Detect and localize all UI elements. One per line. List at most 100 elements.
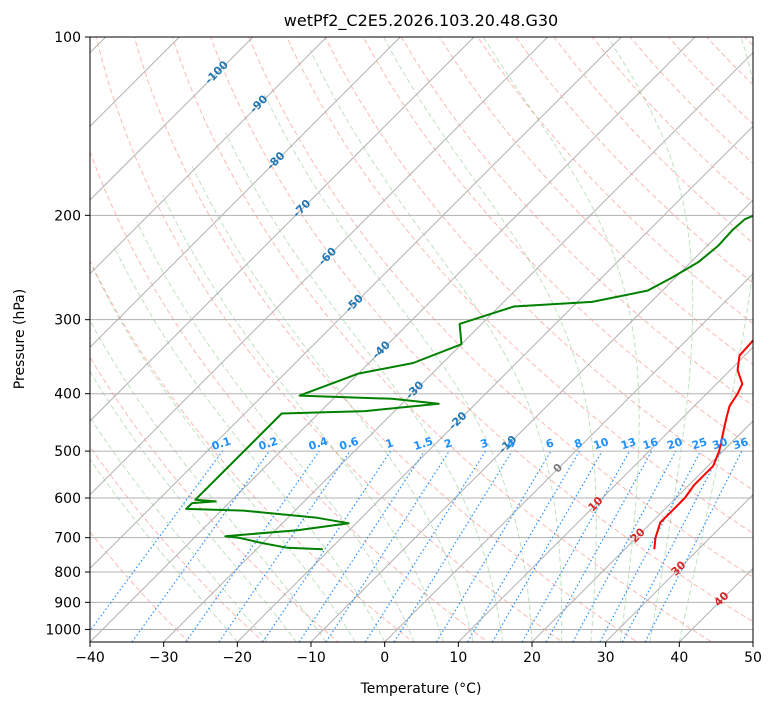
y-tick-label: 1000 (45, 622, 81, 638)
x-axis-label: Temperature (°C) (360, 681, 482, 697)
isotherm-line (384, 272, 753, 642)
y-axis-label: Pressure (hPa) (12, 289, 28, 389)
moist-adiabat (482, 37, 640, 642)
mixing-ratio-label: 4 (505, 436, 517, 451)
dry-adiabat (171, 37, 713, 642)
plot-frame (89, 36, 754, 643)
isotherm-label: -40 (370, 338, 393, 361)
mixing-ratio-label: 36 (731, 435, 750, 452)
dry-adiabat (248, 37, 753, 578)
dry-adiabat (90, 531, 190, 642)
dry-adiabat (286, 37, 753, 534)
dry-adiabat (362, 37, 753, 449)
isotherm-line (605, 493, 753, 642)
mixing-ratio-line (435, 450, 552, 642)
mixing-ratio-label: 20 (665, 435, 684, 452)
mixing-ratio-line (521, 450, 631, 642)
y-tick-label: 100 (54, 30, 81, 46)
isotherm-line (531, 420, 753, 642)
isotherm-line (90, 37, 254, 201)
mixing-ratio-label: 0.2 (257, 435, 280, 453)
isotherm-label: -20 (446, 409, 469, 432)
y-tick-label: 500 (54, 444, 81, 460)
mixing-ratio-label: 1 (384, 436, 395, 451)
y-axis: 100 200 300 400 500 600 700 800 900 1000 (45, 30, 90, 638)
mixing-ratio-label: 16 (641, 435, 660, 452)
x-axis: −40 −30 −20 −10 0 10 20 30 40 50 (75, 642, 762, 666)
moist-adiabat (264, 94, 533, 642)
dry-adiabat (133, 37, 638, 642)
mixing-ratio-label: 0.6 (338, 434, 361, 452)
x-tick-label: −30 (149, 650, 179, 666)
mixing-ratio-line (298, 450, 425, 642)
sounding-profiles (185, 214, 753, 551)
mixing-ratio-labels: 0.1 0.2 0.4 0.6 1 1.5 2 3 4 6 8 10 13 16 20 25 30 36 (210, 434, 750, 452)
moist-adiabat (90, 319, 327, 642)
moist-adiabat (309, 49, 563, 642)
dry-adiabat (210, 37, 753, 623)
moist-adiabat (90, 416, 268, 642)
isotherm-line (90, 37, 622, 570)
dewpoint-line (185, 214, 753, 551)
x-tick-label: 20 (523, 650, 541, 666)
isotherm-line (752, 641, 753, 642)
mixing-ratio-label: 8 (573, 436, 584, 451)
moist-adiabats (90, 37, 753, 642)
x-tick-label: 50 (744, 650, 762, 666)
isotherm-line (457, 346, 753, 642)
x-tick-label: −10 (296, 650, 326, 666)
mixing-ratio-label: 30 (711, 435, 730, 452)
mixing-ratio-line (491, 450, 603, 642)
moist-adiabat (90, 458, 238, 642)
mixing-ratio-label: 6 (544, 436, 556, 451)
mixing-ratio-line (90, 450, 223, 632)
dry-adiabat (477, 37, 753, 325)
dry-adiabat (90, 445, 265, 642)
isotherm-label: -30 (403, 378, 426, 401)
mixing-ratio-label: 10 (592, 435, 611, 452)
dry-adiabat (438, 37, 753, 366)
mixing-ratio-label: 1.5 (412, 435, 435, 453)
dry-adiabat (515, 37, 753, 284)
x-tick-label: 40 (670, 650, 688, 666)
dry-adiabat (324, 37, 753, 491)
mixing-ratio-label: 0.4 (307, 434, 330, 452)
y-tick-label: 900 (54, 595, 81, 611)
mixing-ratio-line (599, 450, 702, 642)
mixing-ratio-label: 25 (690, 435, 709, 452)
mixing-ratio-label: 0.1 (210, 435, 233, 453)
isotherm-label: -60 (316, 245, 339, 268)
mixing-ratio-label: 13 (619, 435, 638, 452)
dry-adiabat (553, 37, 753, 244)
isotherm-line (90, 37, 696, 642)
x-tick-label: 0 (380, 650, 389, 666)
temperature-line (653, 338, 753, 550)
isotherm-line (678, 567, 753, 642)
x-tick-label: −20 (223, 650, 253, 666)
isotherm-line (236, 125, 753, 642)
moist-adiabat (162, 195, 445, 642)
mixing-ratio-line (393, 450, 513, 642)
y-tick-label: 300 (54, 313, 81, 329)
moist-adiabat (92, 267, 356, 642)
isotherms (90, 37, 753, 642)
x-tick-label: −40 (75, 650, 105, 666)
moist-adiabat (383, 37, 597, 642)
moist-adiabat (678, 37, 753, 642)
x-tick-label: 30 (597, 650, 615, 666)
dry-adiabat (400, 37, 753, 407)
mixing-ratio-line (185, 450, 320, 642)
mixing-ratio-line (545, 450, 653, 642)
y-tick-label: 800 (54, 565, 81, 581)
mixing-ratio-line (325, 450, 450, 642)
mixing-ratio-line (364, 450, 486, 642)
mixing-ratio-line (644, 450, 743, 642)
y-tick-label: 700 (54, 531, 81, 547)
isotherm-line (90, 37, 401, 349)
mixing-ratio-label: 3 (479, 436, 490, 451)
moist-adiabat (113, 245, 386, 642)
isotherm-line (163, 51, 753, 642)
moist-adiabat (607, 37, 694, 642)
